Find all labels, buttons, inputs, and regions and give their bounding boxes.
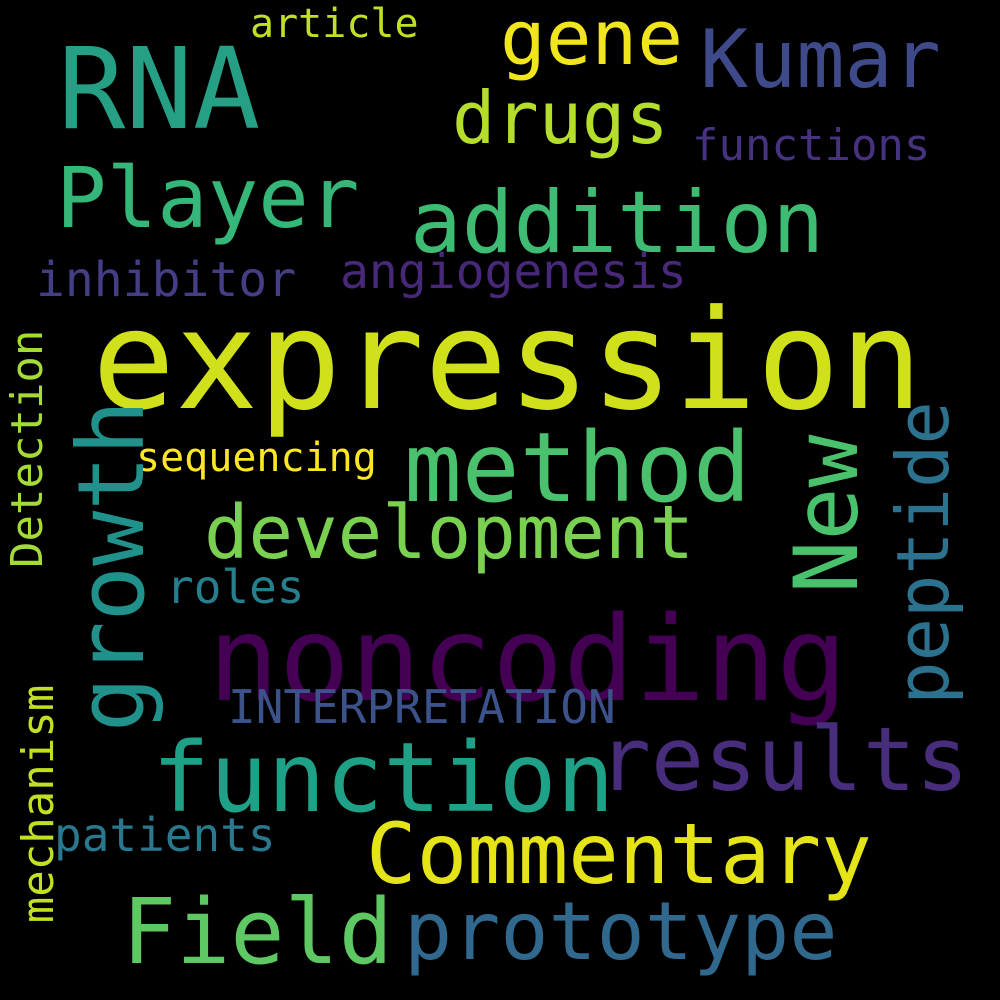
word-growth: growth <box>58 399 165 733</box>
word-functions: functions <box>692 120 931 171</box>
word-player: Player <box>56 149 360 247</box>
word-inhibitor: inhibitor <box>36 252 297 308</box>
word-peptide: peptide <box>881 401 965 705</box>
word-gene: gene <box>500 0 684 82</box>
word-interpretation: INTERPRETATION <box>228 680 616 734</box>
word-commentary: Commentary <box>366 805 872 903</box>
word-drugs: drugs <box>452 76 669 160</box>
word-addition: addition <box>410 173 825 273</box>
word-article: article <box>250 1 419 47</box>
word-angiogenesis: angiogenesis <box>340 244 687 300</box>
word-sequencing: sequencing <box>136 435 377 481</box>
word-development: development <box>204 490 695 576</box>
word-roles: roles <box>166 560 305 614</box>
word-method: method <box>404 412 751 524</box>
word-noncoding: noncoding <box>208 590 848 728</box>
word-field: Field <box>122 880 393 985</box>
word-results: results <box>598 708 969 811</box>
word-prototype: prototype <box>404 885 838 978</box>
word-detection: Detection <box>2 329 53 568</box>
word-expression: expression <box>92 280 923 441</box>
word-patients: patients <box>54 808 276 862</box>
word-mechanism: mechanism <box>13 684 64 924</box>
word-kumar: Kumar <box>700 13 941 106</box>
word-new: New <box>775 434 878 594</box>
word-rna: RNA <box>58 25 261 155</box>
word-function: function <box>152 722 615 834</box>
